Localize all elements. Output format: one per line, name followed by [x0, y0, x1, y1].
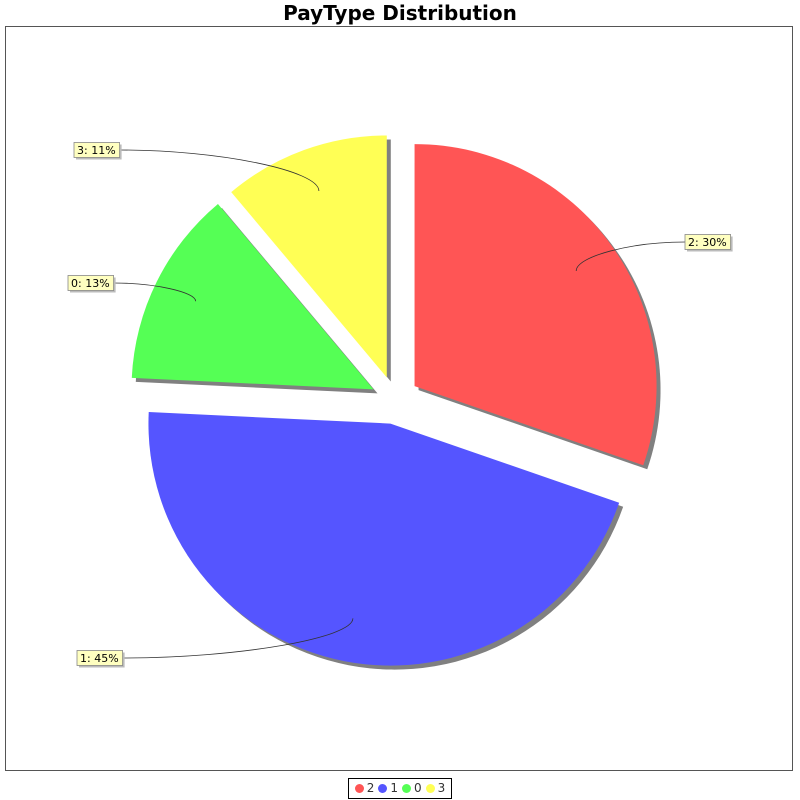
pie-slice-1 — [148, 412, 620, 666]
slice-label-0: 0: 13% — [71, 277, 110, 290]
label-box-3 — [73, 142, 120, 158]
legend-item-2: 2 — [354, 780, 375, 796]
slice-label-1: 1: 45% — [80, 652, 119, 665]
legend-label-0: 0 — [414, 781, 422, 795]
legend-item-3: 3 — [425, 780, 446, 796]
label-box-2 — [684, 234, 731, 250]
chart-title: PayType Distribution — [283, 1, 517, 25]
legend-swatch-3 — [425, 784, 435, 793]
legend-swatch-1 — [378, 784, 388, 793]
slice-label-3: 3: 11% — [77, 144, 116, 157]
legend-item-0: 0 — [402, 780, 422, 796]
legend-item-1: 1 — [378, 780, 398, 796]
label-box-0 — [67, 275, 114, 291]
legend-swatch-0 — [402, 784, 411, 793]
label-box-1 — [76, 650, 123, 666]
legend-label-1: 1 — [390, 781, 398, 795]
legend-label-2: 2 — [366, 781, 375, 795]
slice-label-2: 2: 30% — [688, 236, 727, 249]
leader-line-2 — [575, 241, 686, 272]
leader-line-0 — [113, 282, 197, 302]
legend-label-3: 3 — [437, 781, 446, 795]
pie-slice-0 — [131, 203, 374, 390]
leader-line-1 — [122, 618, 354, 659]
legend: 2 1 0 3 — [0, 777, 800, 799]
legend-box: 2 1 0 3 — [347, 778, 453, 799]
legend-swatch-2 — [354, 784, 364, 793]
pie-slice-3 — [231, 135, 387, 378]
leader-line-3 — [119, 149, 320, 192]
pie-slice-2 — [414, 144, 657, 466]
